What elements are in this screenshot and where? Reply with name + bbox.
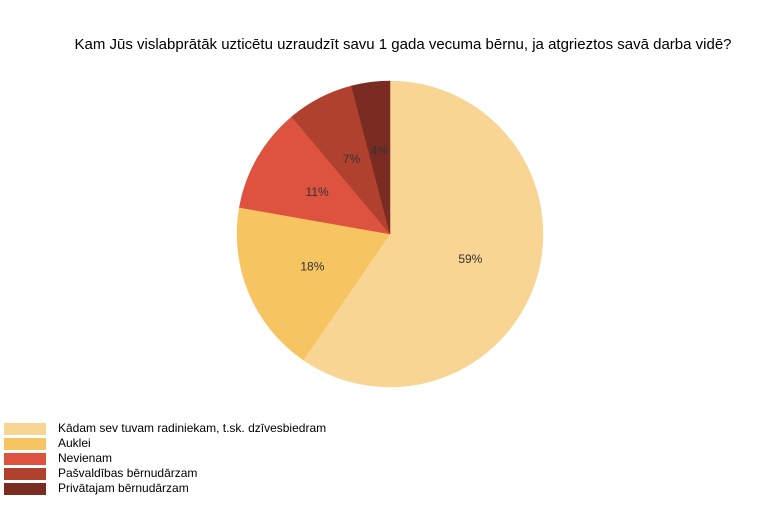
pie-slice-label-4: 7%	[343, 152, 361, 166]
legend-item-5: Privātajam bērnudārzam	[4, 481, 326, 496]
pie-slices	[236, 80, 544, 388]
chart-title: Kam Jūs vislabprātāk uzticētu uzraudzīt …	[74, 36, 732, 53]
legend-item-3: Nevienam	[4, 451, 326, 466]
pie-slice-label-2: 18%	[300, 260, 324, 274]
pie-slice-1	[302, 80, 544, 388]
pie-slice-label-1: 59%	[458, 252, 482, 266]
legend-swatch	[4, 452, 46, 465]
pie-slice-label-5: 4%	[371, 144, 389, 158]
legend-label: Nevienam	[58, 451, 113, 465]
legend-label: Pašvaldības bērnudārzam	[58, 466, 198, 480]
legend-swatch	[4, 437, 46, 450]
legend-item-2: Auklei	[4, 436, 326, 451]
legend-swatch	[4, 467, 46, 480]
legend: Kādam sev tuvam radiniekam, t.sk. dzīves…	[4, 421, 326, 496]
legend-item-4: Pašvaldības bērnudārzam	[4, 466, 326, 481]
legend-label: Kādam sev tuvam radiniekam, t.sk. dzīves…	[58, 421, 327, 435]
pie-labels: 59% 18% 11% 7% 4%	[300, 144, 482, 274]
legend-label: Auklei	[58, 436, 91, 450]
legend-swatch	[4, 422, 46, 435]
legend-item-1: Kādam sev tuvam radiniekam, t.sk. dzīves…	[4, 421, 326, 436]
pie-slice-3	[239, 116, 391, 235]
legend-swatch	[4, 482, 46, 495]
pie-slice-2	[236, 207, 391, 361]
pie-slice-5	[351, 80, 391, 235]
pie-slice-label-3: 11%	[306, 185, 329, 199]
legend-label: Privātajam bērnudārzam	[58, 481, 189, 495]
